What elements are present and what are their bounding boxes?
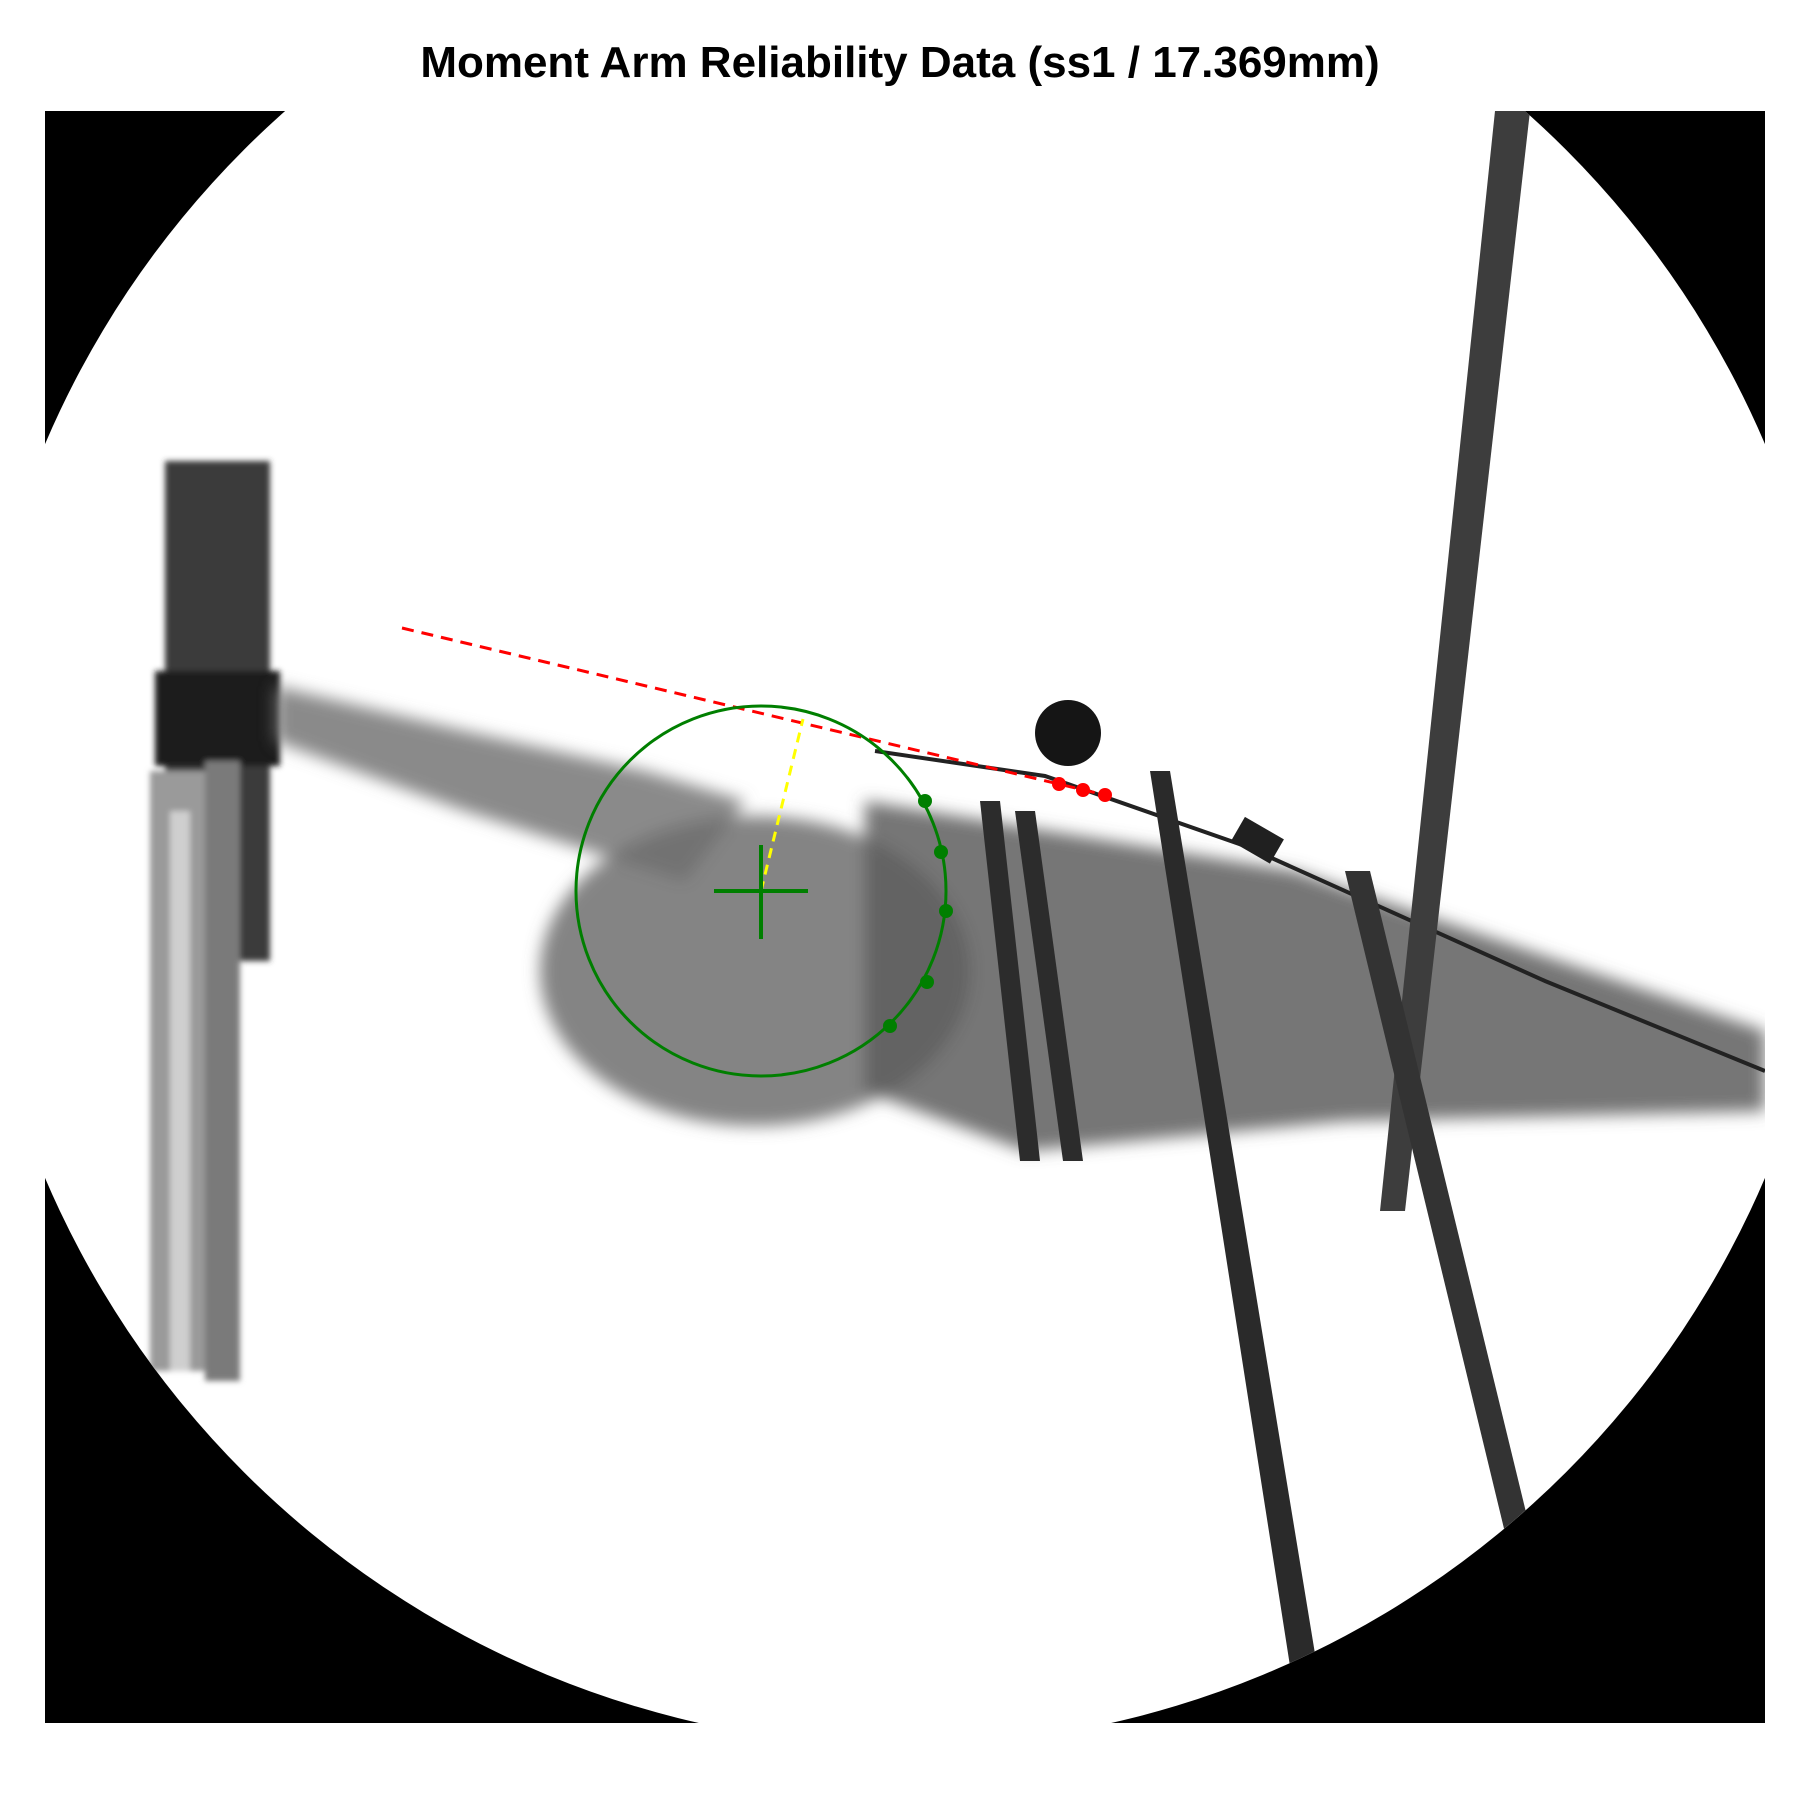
- xray-figure: [45, 111, 1765, 1723]
- bone-shadow: [275, 686, 1765, 1151]
- circle-point: [920, 975, 934, 989]
- marker-ball: [1035, 700, 1101, 766]
- wire-sleeve: [1230, 816, 1284, 864]
- circle-point: [934, 845, 948, 859]
- fitted-circle: [574, 704, 948, 1078]
- moment-arm-line: [759, 718, 805, 892]
- line-point: [1052, 777, 1066, 791]
- circle-point: [883, 1019, 897, 1033]
- pins: [1150, 111, 1533, 1666]
- left-rod-structure: [150, 461, 280, 1381]
- circle-point: [939, 904, 953, 918]
- line-point: [1098, 788, 1112, 802]
- circle-points: [883, 794, 953, 1033]
- tendon-line: [401, 626, 1106, 797]
- line-point: [1076, 783, 1090, 797]
- line-points: [1052, 777, 1112, 802]
- circle-point: [918, 794, 932, 808]
- center-crosshair: [714, 845, 808, 939]
- screws: [980, 801, 1083, 1161]
- figure-title: Moment Arm Reliability Data (ss1 / 17.36…: [420, 38, 1380, 87]
